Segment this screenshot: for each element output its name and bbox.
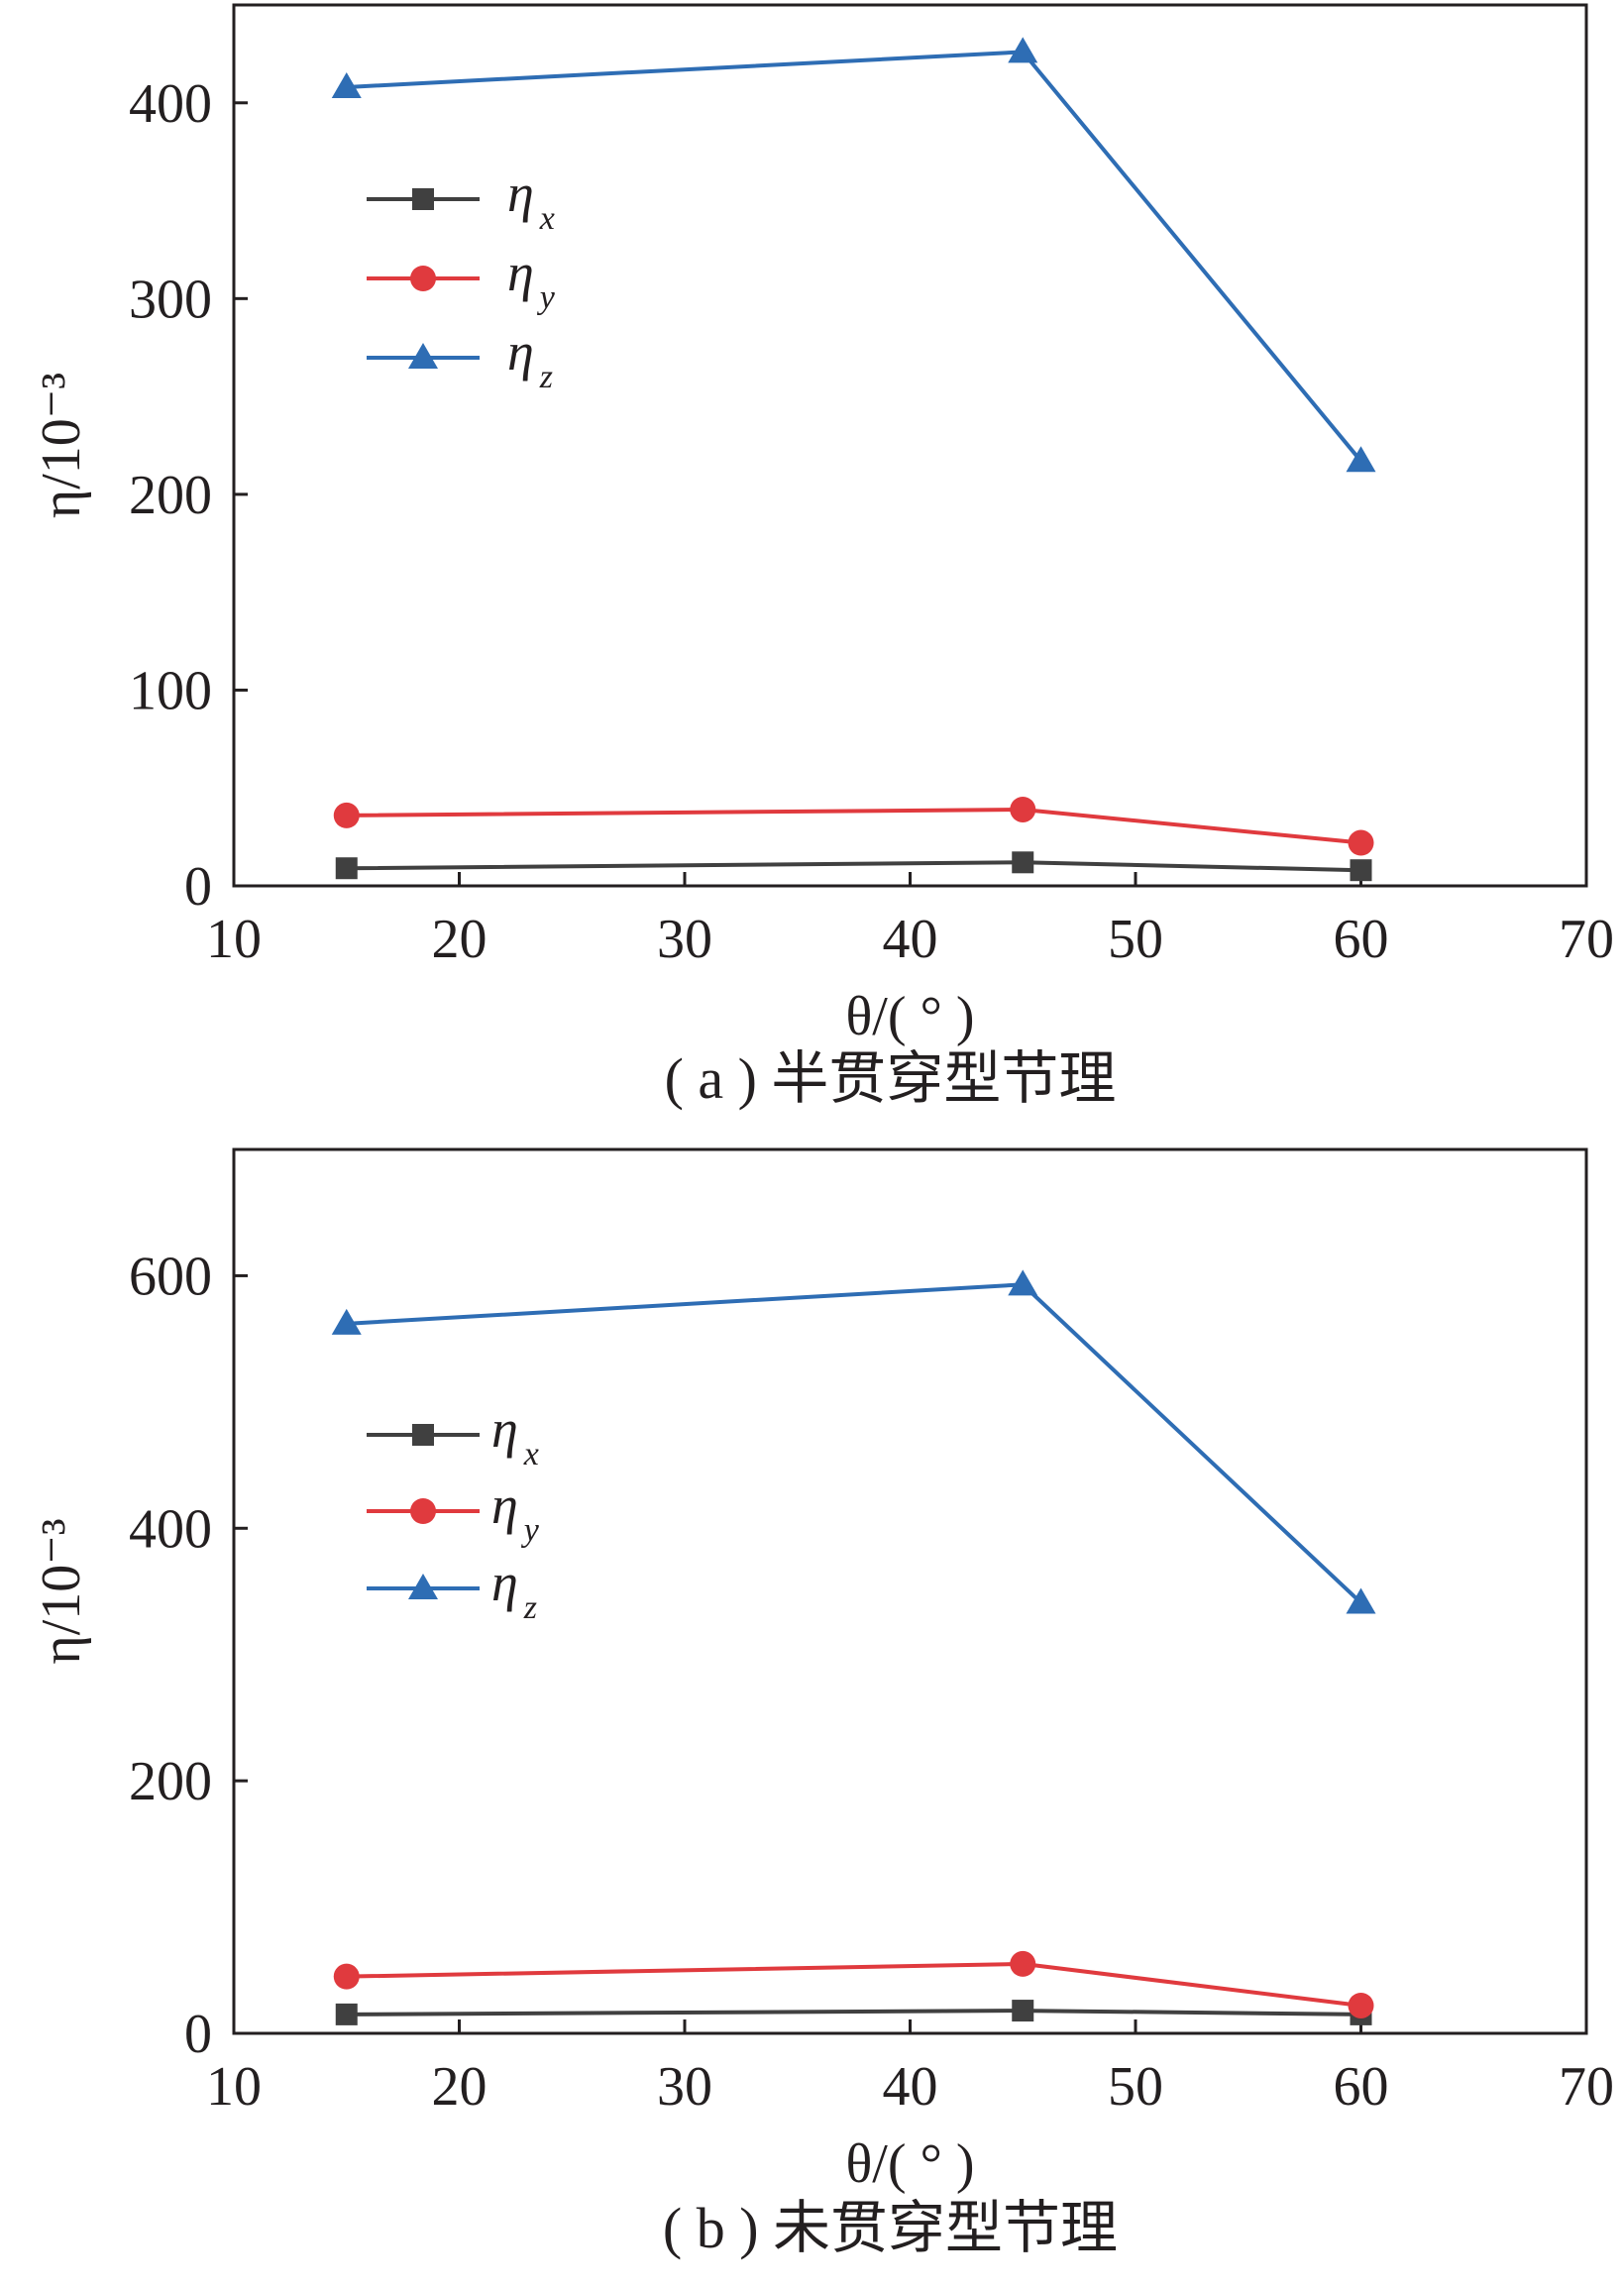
series-eta-x-point	[1350, 859, 1372, 882]
series-eta-y-line	[346, 807, 1361, 845]
series-eta-z-point	[1346, 446, 1376, 473]
legend-marker	[408, 1574, 438, 1599]
series-eta-z-point	[331, 1308, 362, 1335]
x-tick-label: 10	[206, 909, 262, 970]
series-eta-x	[335, 851, 1372, 882]
y-tick-label: 400	[129, 73, 212, 135]
series-eta-x-point	[1012, 851, 1034, 874]
y-tick-label: 600	[129, 1246, 212, 1307]
chart-panel-a: 10 20 30 40 50 60 70 0 100 200 300 400 θ/( ° ) η/10⁻³…	[31, 3, 1614, 1111]
x-tick-label: 30	[657, 909, 712, 970]
series-eta-x	[335, 2000, 1372, 2025]
series-eta-y-line	[346, 1961, 1361, 2008]
x-tick-label: 60	[1334, 909, 1389, 970]
x-tick-label: 20	[432, 909, 487, 970]
series-eta-y-point	[1010, 1950, 1036, 1977]
y-tick-label: 300	[129, 269, 212, 330]
series-eta-y-point	[1010, 796, 1036, 822]
y-tick-label: 200	[129, 1751, 212, 1812]
series-eta-z	[331, 37, 1376, 473]
legend-marker	[410, 1498, 436, 1524]
series-eta-z-point	[331, 71, 362, 98]
x-tick-label: 40	[883, 2056, 938, 2118]
series-eta-y-point	[1348, 1992, 1374, 2018]
y-tick-label: 0	[184, 2004, 212, 2065]
y-tick-label: 400	[129, 1498, 212, 1560]
series-eta-y-point	[1348, 829, 1374, 856]
x-tick-label: 70	[1559, 909, 1614, 970]
series-eta-y-point	[333, 1963, 360, 1990]
chart-caption: ( a ) 半贯穿型节理	[665, 1046, 1117, 1111]
x-tick-label: 10	[206, 2056, 262, 2118]
legend-marker	[410, 266, 436, 291]
series-eta-y-point	[333, 802, 360, 828]
x-tick-label: 70	[1559, 2056, 1614, 2118]
legend-marker	[412, 188, 434, 210]
x-tick-label: 50	[1108, 2056, 1163, 2118]
chart-caption: ( b ) 未贯穿型节理	[663, 2196, 1118, 2260]
y-tick-label: 200	[129, 465, 212, 526]
y-axis-label: η/10⁻³	[31, 373, 92, 518]
series-eta-x-point	[335, 857, 358, 880]
series-eta-y	[333, 796, 1374, 856]
series-eta-z	[331, 1269, 1376, 1614]
x-tick-label: 30	[657, 2056, 712, 2118]
y-tick-label: 0	[184, 856, 212, 918]
series-eta-x-point	[1012, 2000, 1034, 2022]
x-axis-label: θ/( ° )	[845, 2133, 974, 2195]
legend-marker	[408, 343, 438, 369]
y-tick-label: 100	[129, 660, 212, 721]
series-eta-x-line	[346, 860, 1361, 873]
series-eta-z-line	[346, 50, 1363, 463]
plot-frame	[232, 3, 1588, 888]
series-eta-y	[333, 1950, 1374, 2018]
x-tick-label: 40	[883, 909, 938, 970]
x-tick-label: 60	[1334, 2056, 1389, 2118]
series-eta-z-point	[1346, 1587, 1376, 1614]
x-tick-label: 50	[1108, 909, 1163, 970]
plot-frame	[232, 1147, 1588, 2035]
series-eta-z-point	[1008, 37, 1038, 63]
series-eta-x-line	[346, 2009, 1361, 2016]
x-tick-label: 20	[432, 2056, 487, 2118]
x-axis-label: θ/( ° )	[845, 986, 974, 1047]
series-eta-x-point	[335, 2003, 358, 2025]
series-eta-z-point	[1008, 1269, 1038, 1296]
y-axis-label: η/10⁻³	[31, 1518, 92, 1664]
legend-marker	[412, 1424, 434, 1446]
